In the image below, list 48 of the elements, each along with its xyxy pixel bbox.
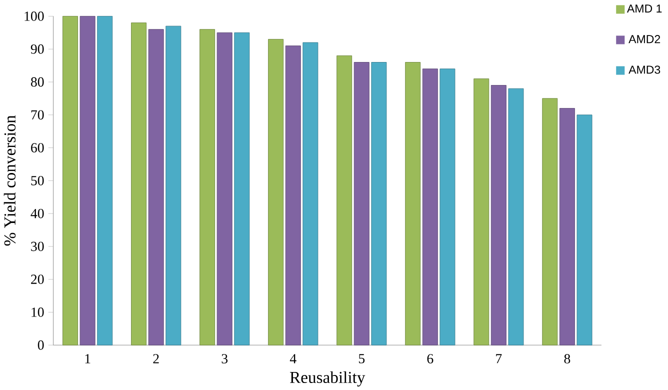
x-tick-label: 1 bbox=[85, 354, 90, 364]
y-tick-label: 90 bbox=[30, 44, 44, 54]
legend-label: AMD3 bbox=[628, 65, 660, 74]
bar bbox=[268, 38, 284, 346]
x-tick-label: 2 bbox=[153, 354, 159, 364]
y-tick-label: 40 bbox=[30, 208, 44, 218]
bar bbox=[97, 16, 113, 346]
bar bbox=[166, 26, 182, 346]
y-tick-label: 70 bbox=[31, 110, 44, 120]
y-tick-label: 30 bbox=[31, 242, 44, 251]
bar bbox=[405, 62, 421, 346]
bar bbox=[336, 55, 352, 346]
bar bbox=[148, 28, 164, 346]
x-axis-title: Reusability bbox=[290, 371, 366, 386]
bar bbox=[371, 62, 387, 346]
y-tick-label: 60 bbox=[31, 142, 44, 152]
y-tick-label: 0 bbox=[38, 340, 44, 350]
bar bbox=[62, 16, 78, 346]
y-tick-label: 80 bbox=[30, 77, 44, 86]
y-tick-label: 50 bbox=[31, 176, 44, 186]
bar bbox=[542, 98, 558, 346]
bar bbox=[200, 28, 216, 346]
y-tick-label: 100 bbox=[24, 11, 44, 21]
y-tick-label: 20 bbox=[31, 274, 44, 284]
legend-label: AMD2 bbox=[628, 34, 660, 43]
x-tick-label: 7 bbox=[496, 354, 502, 364]
bar bbox=[474, 78, 490, 346]
bar bbox=[490, 84, 506, 346]
bar bbox=[80, 16, 96, 346]
x-tick-label: 6 bbox=[427, 354, 434, 364]
bar bbox=[422, 68, 438, 346]
bar bbox=[559, 108, 575, 346]
bar bbox=[576, 114, 592, 346]
x-tick-label: 5 bbox=[358, 354, 365, 364]
y-axis-title: % Yield conversion bbox=[4, 115, 16, 246]
bar bbox=[440, 68, 456, 346]
y-tick-label: 10 bbox=[32, 307, 44, 317]
bar bbox=[131, 22, 146, 346]
bar bbox=[354, 62, 370, 346]
bar bbox=[216, 32, 232, 346]
x-tick-label: 8 bbox=[564, 354, 570, 364]
x-tick-label: 3 bbox=[222, 354, 228, 364]
bar bbox=[302, 42, 318, 346]
x-tick-label: 4 bbox=[290, 354, 296, 364]
bar bbox=[234, 32, 250, 346]
bar bbox=[285, 45, 301, 346]
legend-label: AMD 1 bbox=[626, 4, 662, 12]
bar bbox=[508, 88, 524, 346]
